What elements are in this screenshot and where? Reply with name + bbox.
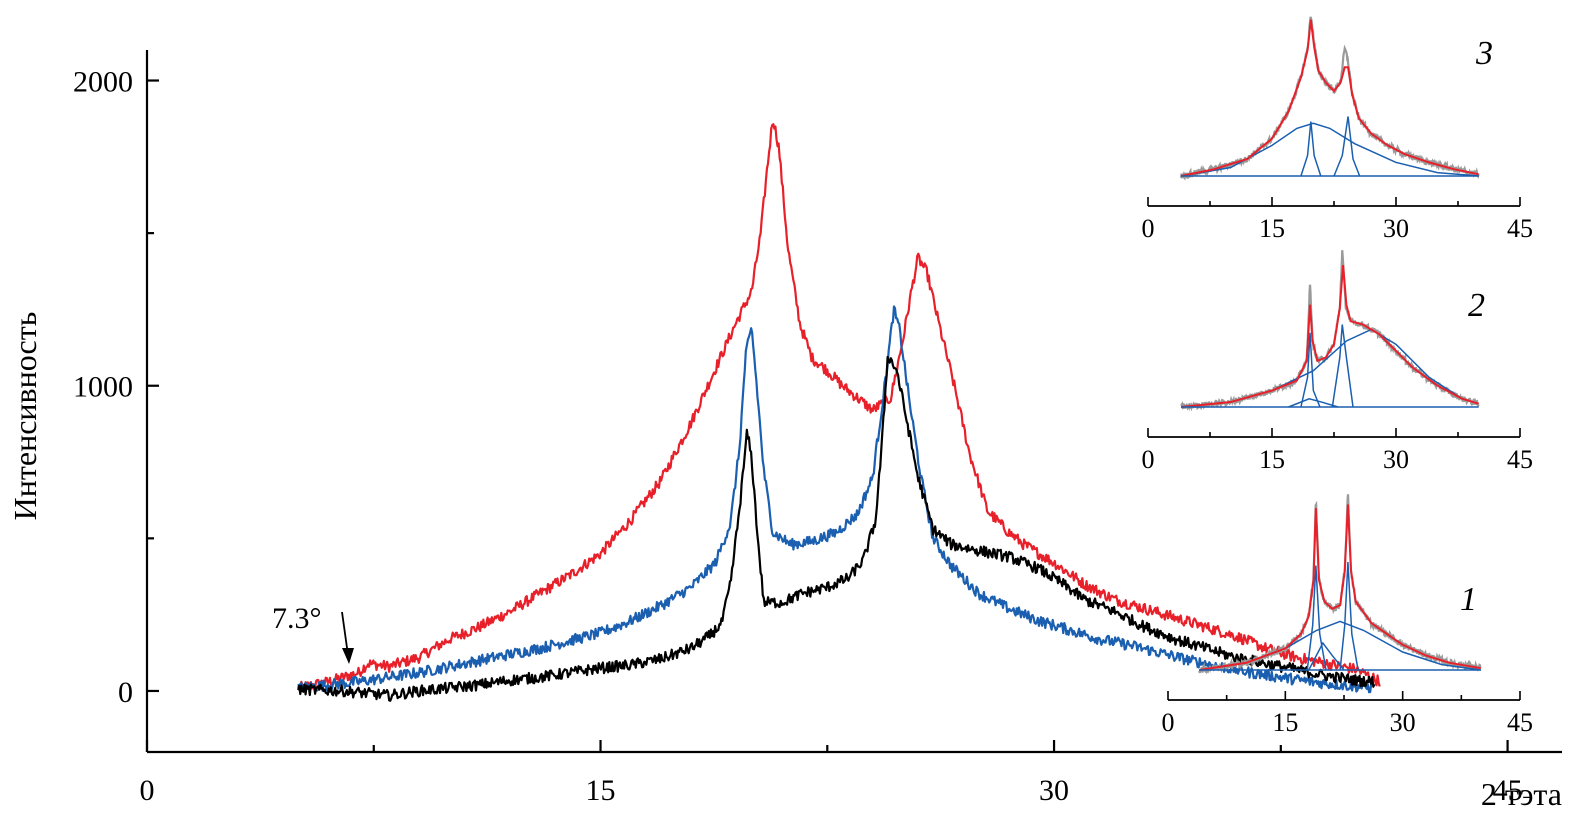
inset-tick-label: 30 [1390,708,1416,737]
x-tick-label: 30 [1039,774,1069,807]
inset-tick-label: 45 [1507,708,1533,737]
inset-component-line [1300,332,1321,408]
y-tick-label: 0 [118,676,133,709]
inset-2-axis: 0 15 30 45 [1142,428,1533,474]
inset-raw-line [1180,250,1480,412]
inset-raw-line [1179,16,1480,181]
inset-tick-label: 45 [1507,445,1533,474]
main-series-blue [297,305,1373,694]
inset-3-axis: 0 15 30 45 [1142,197,1533,243]
inset-tick-label: 15 [1259,214,1285,243]
annotation-arrowhead [342,648,354,664]
inset-fit-line [1199,504,1482,671]
inset-1-lines [1198,494,1482,675]
inset-tick-label: 0 [1142,214,1155,243]
inset-tick-label: 45 [1507,214,1533,243]
annotation-label: 7.3° [272,602,322,635]
inset-1: 0 15 30 45 1 [1162,494,1533,737]
inset-tick-label: 0 [1142,445,1155,474]
inset-component-line [1333,116,1361,177]
inset-component-line [1180,328,1479,408]
main-series-red [297,123,1381,692]
inset-3-tag: 3 [1475,35,1493,72]
inset-3: 0 15 30 45 3 [1142,16,1533,243]
inset-2-lines [1180,250,1480,412]
y-tick-label: 2000 [73,66,133,99]
inset-component-line [1288,397,1339,408]
inset-tick-label: 0 [1162,708,1175,737]
inset-fit-line [1180,19,1479,177]
inset-2-tag: 2 [1468,287,1485,324]
inset-component-line [1180,122,1479,177]
inset-2: 0 15 30 45 2 [1142,250,1533,474]
y-axis-title: Интенсивность [7,312,43,521]
inset-component-line [1331,324,1354,408]
inset-tick-label: 30 [1383,214,1409,243]
x-tick-label: 0 [140,774,155,807]
inset-1-axis: 0 15 30 45 [1162,691,1533,737]
annotation-arrow-line [341,611,349,656]
inset-fit-line [1180,265,1479,408]
y-tick-label: 1000 [73,371,133,404]
inset-component-line [1339,561,1359,671]
inset-tick-label: 15 [1259,445,1285,474]
main-series-black [297,355,1376,702]
inset-component-line [1308,641,1345,671]
peak-annotation: 7.3° [272,602,354,664]
x-axis-title: 2 тэта [1481,776,1562,812]
inset-component-line [1300,121,1322,177]
inset-tick-label: 30 [1383,445,1409,474]
x-tick-label: 45 [1493,774,1523,807]
main-series-group [297,123,1381,702]
inset-tick-label: 15 [1272,708,1298,737]
inset-raw-line [1198,494,1482,675]
x-tick-label: 15 [586,774,616,807]
inset-1-tag: 1 [1460,581,1477,618]
inset-3-lines [1179,16,1480,181]
